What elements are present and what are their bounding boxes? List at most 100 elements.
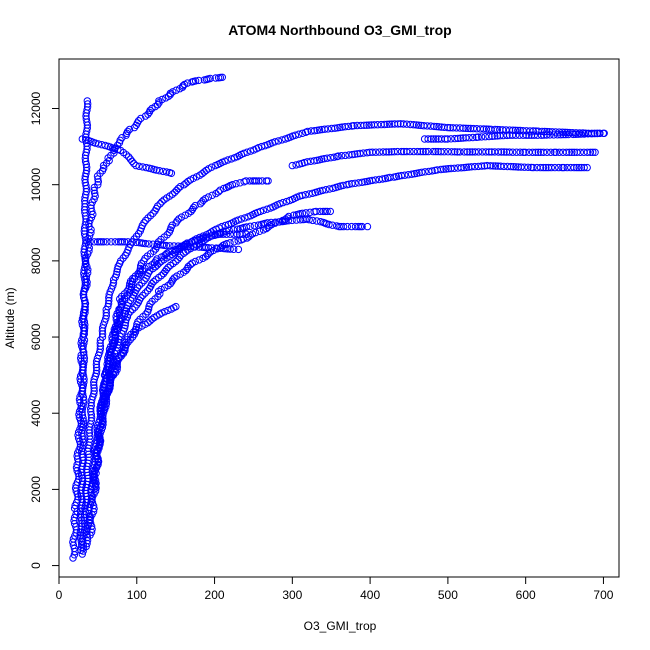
data-point [133, 284, 142, 292]
data-point [279, 198, 287, 207]
y-axis: 0 2000 4000 6000 8000 10000 12000 [29, 92, 60, 569]
data-point [464, 124, 472, 133]
data-point [83, 97, 92, 105]
data-point [148, 280, 156, 288]
data-point [519, 148, 527, 157]
data-point [420, 122, 428, 130]
data-point [316, 207, 324, 216]
data-point [358, 222, 366, 231]
data-point [191, 257, 200, 266]
data-point [432, 135, 440, 143]
data-point [473, 125, 481, 133]
data-point [82, 136, 90, 144]
data-point [271, 219, 279, 227]
data-point [547, 163, 555, 172]
data-point [419, 147, 427, 156]
data-point [158, 95, 166, 104]
data-point [94, 181, 102, 189]
data-point [547, 148, 555, 157]
data-point [142, 216, 150, 225]
data-point [169, 88, 177, 96]
data-point [469, 124, 478, 133]
data-point [149, 278, 158, 286]
data-point [322, 186, 330, 194]
data-point [224, 182, 233, 191]
data-point [100, 401, 109, 409]
data-point [589, 148, 597, 157]
data-point [401, 171, 409, 179]
data-point [507, 162, 515, 171]
data-point [378, 175, 387, 183]
data-point [121, 341, 129, 349]
data-point [246, 222, 254, 231]
data-point [573, 148, 581, 157]
data-point [447, 135, 455, 143]
data-point [467, 163, 476, 171]
data-point [351, 179, 359, 188]
data-point [161, 308, 169, 316]
data-point [460, 163, 468, 172]
y-axis-label: Altitude (m) [3, 287, 17, 348]
data-point [403, 120, 411, 128]
data-point [450, 164, 458, 173]
data-point [447, 164, 455, 173]
data-point [562, 130, 570, 139]
data-point [498, 126, 507, 134]
data-point [485, 148, 493, 156]
data-point [503, 131, 511, 140]
data-point [162, 241, 171, 250]
y-tick-label: 0 [29, 562, 43, 569]
data-point [380, 120, 389, 129]
y-tick-label: 12000 [29, 92, 43, 126]
data-point [113, 366, 121, 374]
data-point [173, 217, 181, 225]
data-point [323, 207, 331, 216]
data-point [276, 200, 284, 208]
data-point [179, 268, 188, 276]
data-point [555, 148, 563, 157]
data-point [189, 203, 198, 212]
data-point [146, 106, 154, 115]
data-point [120, 238, 129, 246]
data-point [583, 163, 591, 172]
data-point [562, 148, 571, 157]
data-point [128, 305, 137, 314]
data-point [298, 191, 306, 200]
data-point [255, 177, 263, 185]
data-point [451, 148, 459, 156]
x-tick-label: 600 [516, 588, 536, 602]
data-point [172, 302, 180, 311]
data-point [588, 130, 596, 138]
data-point [162, 168, 171, 176]
data-point [167, 169, 176, 178]
data-point [250, 222, 259, 230]
data-point [482, 125, 491, 133]
data-point [363, 222, 372, 231]
chart-title: ATOM4 Northbound O3_GMI_trop [228, 22, 451, 38]
data-point [536, 163, 545, 172]
data-point [382, 148, 391, 156]
data-point [295, 130, 303, 138]
data-point [410, 147, 418, 156]
data-point [120, 324, 129, 332]
data-point [520, 163, 529, 171]
data-point [166, 280, 175, 288]
data-point [560, 163, 568, 172]
data-point [243, 148, 251, 156]
data-point [216, 186, 224, 194]
data-point [348, 150, 356, 159]
data-point [182, 179, 190, 187]
data-point [134, 117, 143, 125]
data-point [223, 240, 231, 248]
data-point [489, 162, 497, 170]
data-point [576, 148, 584, 157]
data-point [122, 151, 131, 159]
data-point [124, 310, 132, 318]
data-point [443, 135, 451, 143]
data-point [219, 230, 227, 238]
data-point [200, 236, 208, 245]
data-point [136, 264, 145, 273]
data-point [154, 238, 163, 246]
data-point [555, 163, 563, 172]
data-point [482, 148, 490, 156]
